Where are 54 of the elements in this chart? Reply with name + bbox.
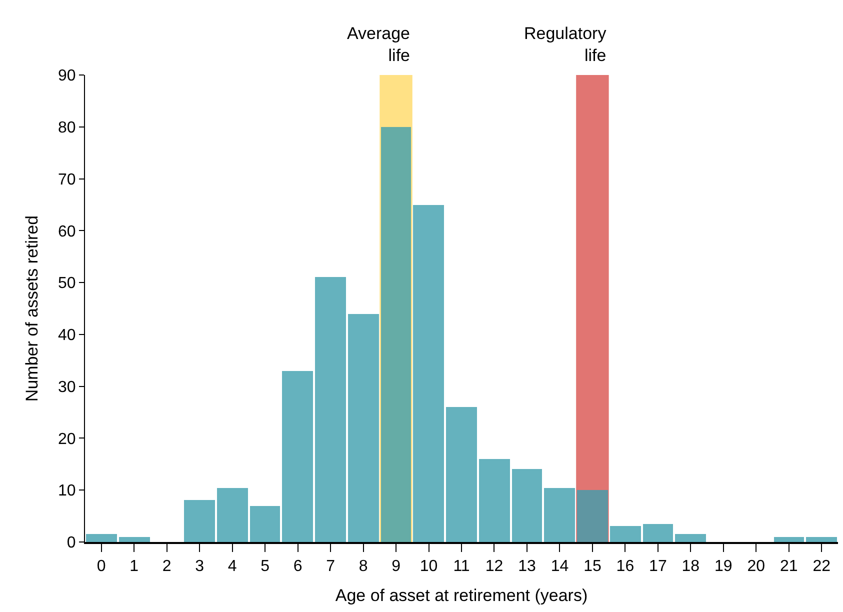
band-label: Average life (347, 24, 410, 66)
bar (479, 459, 510, 542)
x-tick-label: 21 (780, 558, 798, 576)
x-tick-label: 15 (584, 558, 602, 576)
x-tick-label: 4 (228, 558, 237, 576)
y-tick-label: 40 (58, 327, 76, 344)
y-tick-label: 10 (58, 482, 76, 500)
x-tick-label: 10 (420, 558, 438, 576)
bar (184, 500, 215, 542)
x-tick-label: 16 (616, 558, 634, 576)
x-tick-label: 3 (195, 558, 204, 576)
y-tick-label: 90 (58, 68, 76, 85)
x-tick-label: 2 (162, 558, 172, 576)
y-tick-label: 70 (58, 171, 76, 188)
x-tick-label: 20 (747, 558, 766, 576)
bar (250, 506, 280, 542)
y-tick-label: 20 (58, 430, 76, 448)
x-tick-label: 12 (485, 558, 504, 576)
x-tick-label: 19 (714, 558, 732, 576)
y-axis-title: Number of assets retired (22, 215, 42, 402)
y-tick-label: 80 (58, 119, 76, 136)
x-tick-label: 7 (326, 558, 336, 576)
x-tick-label: 0 (96, 558, 106, 576)
bar (512, 469, 542, 542)
y-tick-label: 0 (66, 534, 76, 552)
x-axis-title: Age of asset at retirement (years) (335, 586, 588, 606)
x-tick-label: 17 (649, 558, 667, 576)
x-tick-label: 14 (550, 558, 569, 576)
y-tick-label: 50 (58, 275, 76, 292)
x-tick-label: 18 (682, 558, 700, 576)
x-tick-label: 5 (260, 558, 270, 576)
x-tick-label: 1 (130, 558, 139, 576)
bar (119, 537, 150, 542)
bar (675, 534, 706, 542)
bar (577, 490, 608, 542)
bar (610, 526, 641, 542)
bar (774, 537, 804, 542)
y-tick-label: 30 (58, 378, 76, 396)
x-tick-label: 13 (518, 558, 536, 576)
y-tick-label: 60 (58, 223, 76, 240)
bar (217, 488, 248, 542)
bar (643, 524, 673, 542)
x-tick-label: 6 (293, 558, 302, 576)
x-tick-label: 11 (453, 558, 470, 576)
bar (806, 537, 837, 542)
x-tick-label: 8 (358, 558, 368, 576)
bar (282, 371, 313, 542)
bar (86, 534, 117, 542)
x-tick-label: 9 (392, 558, 401, 576)
bar (446, 407, 477, 542)
bar (544, 488, 575, 542)
band-label: Regulatory life (524, 24, 607, 66)
x-tick-label: 22 (812, 558, 831, 576)
bar (315, 277, 346, 542)
